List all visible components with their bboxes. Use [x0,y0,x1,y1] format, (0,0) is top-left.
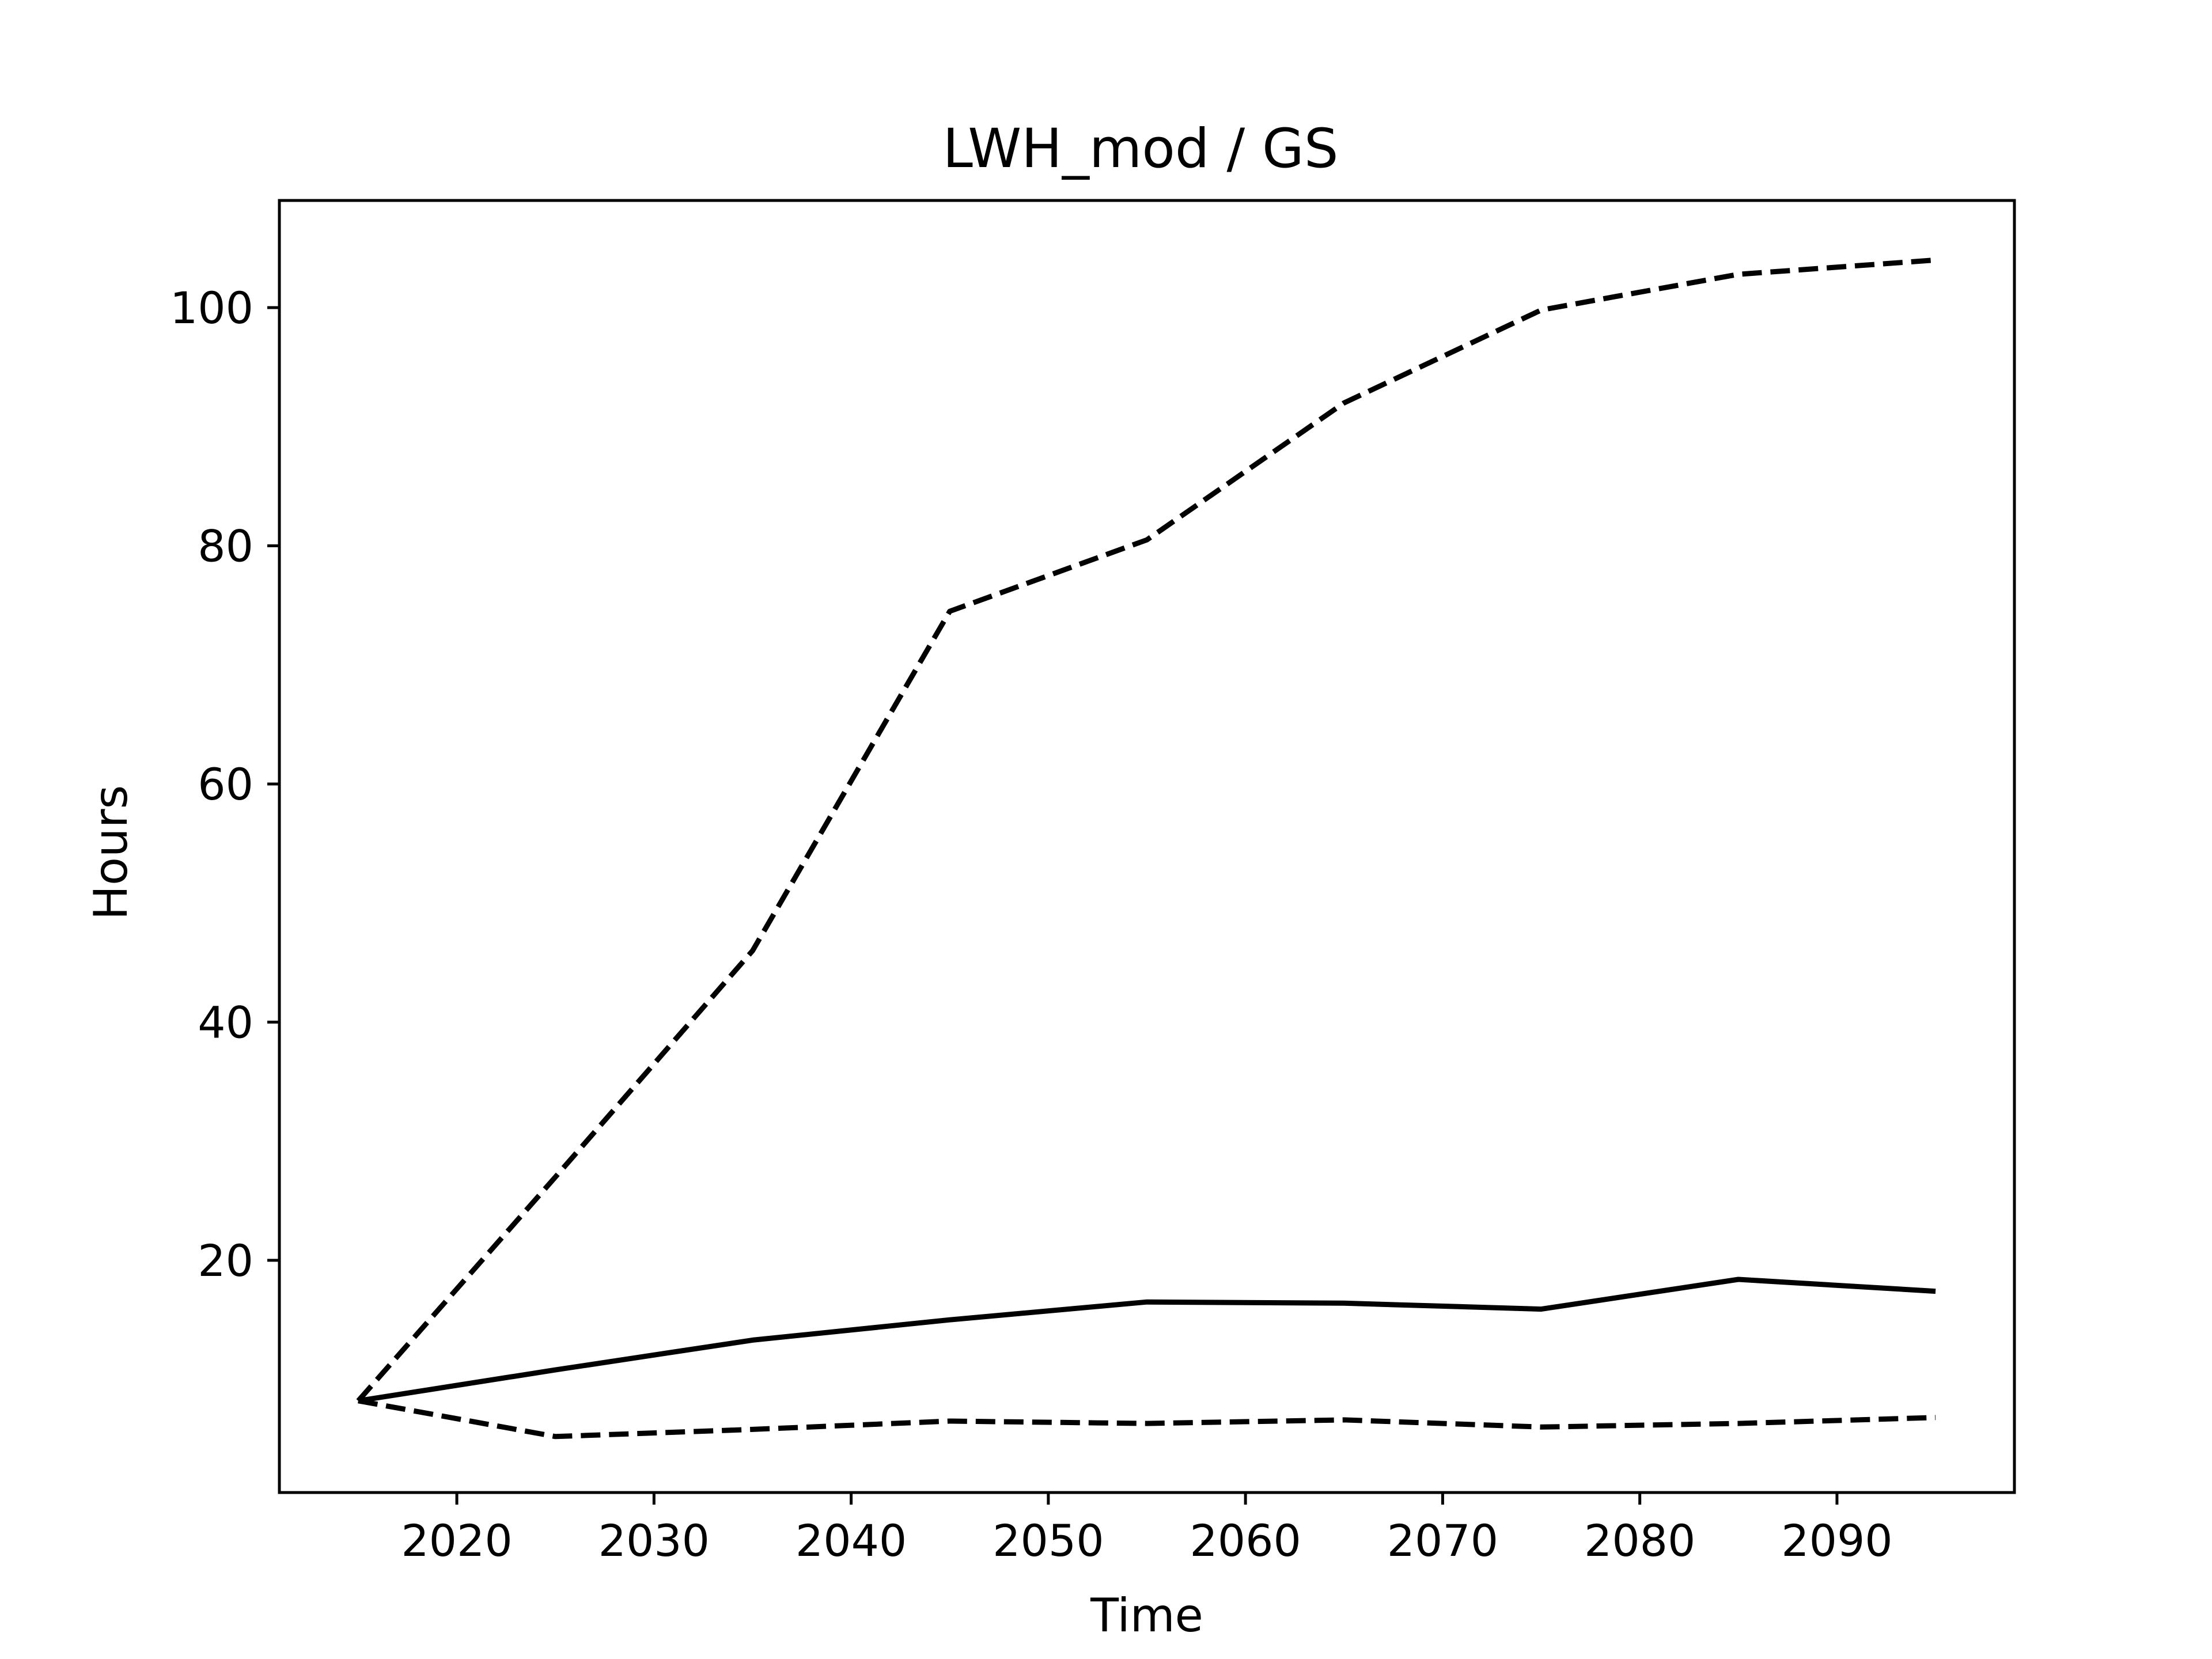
dashed-series-line-2 [358,1398,1936,1440]
y-tick-label: 40 [198,997,253,1048]
x-axis-label: Time [1090,1589,1203,1642]
x-tick-label: 2050 [993,1515,1104,1566]
chart-title: LWH_mod / GS [942,118,1338,180]
dashed-series-line-1 [356,257,1936,1403]
x-axis: 2020 2030 2040 2050 2060 2070 2080 2090 [401,1493,1893,1566]
plot-area-frame [278,199,2016,1494]
x-tick-label: 2070 [1387,1515,1498,1566]
x-tick-label: 2080 [1584,1515,1695,1566]
y-tick-label: 80 [198,521,253,572]
x-tick-label: 2090 [1781,1515,1892,1566]
y-tick-label: 20 [198,1235,253,1286]
y-tick-label: 100 [170,282,253,334]
x-tick-label: 2020 [401,1515,512,1566]
x-tick-label: 2040 [796,1515,907,1566]
x-tick-label: 2060 [1190,1515,1301,1566]
y-tick-label: 60 [198,759,253,810]
y-axis-label: Hours [84,785,138,920]
series-layer [356,257,1936,1440]
y-axis: 20 40 60 80 100 [170,282,279,1286]
solid-series-line [358,1277,1936,1404]
x-tick-label: 2030 [599,1515,710,1566]
